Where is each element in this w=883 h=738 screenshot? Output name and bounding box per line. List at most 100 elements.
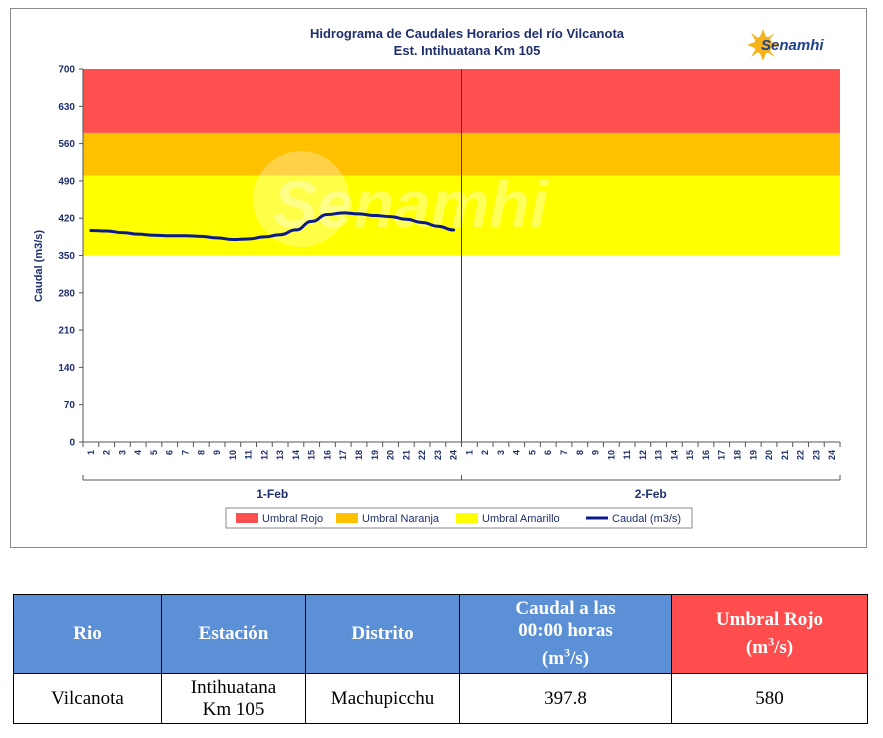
logo-text: Senamhi <box>761 37 824 54</box>
x-tick-label: 17 <box>338 450 348 460</box>
legend: Umbral Rojo Umbral Naranja Umbral Amarillo… <box>225 507 693 529</box>
cell-rio: Vilcanota <box>13 673 162 724</box>
x-tick-label: 24 <box>449 450 459 460</box>
x-tick-label: 17 <box>717 450 727 460</box>
x-tick-label: 19 <box>748 450 758 460</box>
x-tick-label: 7 <box>559 450 569 455</box>
x-tick-label: 9 <box>591 450 601 455</box>
x-tick-label: 22 <box>417 450 427 460</box>
x-tick-label: 7 <box>181 450 191 455</box>
y-tick-label: 420 <box>58 214 75 225</box>
x-tick-label: 8 <box>196 450 206 455</box>
header-caudal-line2: 00:00 horas <box>518 619 613 641</box>
x-tick-label: 15 <box>307 450 317 460</box>
y-tick-label: 70 <box>64 400 76 411</box>
y-tick-label: 490 <box>58 176 75 187</box>
x-tick-label: 18 <box>732 450 742 460</box>
x-tick-label: 6 <box>165 450 175 455</box>
legend-label-3: Caudal (m3/s) <box>612 513 681 525</box>
x-tick-label: 13 <box>275 450 285 460</box>
y-tick-label: 140 <box>58 363 75 374</box>
x-tick-label: 12 <box>259 450 269 460</box>
header-rio: Rio <box>13 594 162 674</box>
cell-umbral-rojo: 580 <box>671 673 868 724</box>
x-tick-label: 23 <box>811 450 821 460</box>
x-tick-label: 2 <box>480 450 490 455</box>
series-layer <box>89 211 456 242</box>
x-tick-label: 3 <box>496 450 506 455</box>
table-row: Vilcanota Intihuatana Km 105 Machupicchu… <box>13 673 868 724</box>
legend-swatch-2 <box>456 513 478 523</box>
legend-label-2: Umbral Amarillo <box>482 513 560 525</box>
watermark-text: Senamhi <box>273 167 550 241</box>
x-tick-label: 16 <box>701 450 711 460</box>
legend-label-1: Umbral Naranja <box>362 513 440 525</box>
x-tick-label: 21 <box>401 450 411 460</box>
header-caudal-line1: Caudal a las <box>515 597 616 619</box>
y-tick-label: 0 <box>69 438 75 449</box>
x-tick-label: 10 <box>606 450 616 460</box>
x-tick-label: 19 <box>370 450 380 460</box>
x-tick-label: 8 <box>575 450 585 455</box>
header-umbral-rojo: Umbral Rojo (m3/s) <box>671 594 868 674</box>
chart-subtitle: Est. Intihuatana Km 105 <box>394 43 541 58</box>
x-tick-label: 16 <box>322 450 332 460</box>
x-tick-label: 3 <box>117 450 127 455</box>
x-tick-label: 4 <box>512 450 522 455</box>
table-header-row: Rio Estación Distrito Caudal a las 00:00… <box>13 594 868 674</box>
x-tick-label: 18 <box>354 450 364 460</box>
x-tick-label: 21 <box>780 450 790 460</box>
x-tick-label: 13 <box>654 450 664 460</box>
x-tick-label: 1 <box>464 450 474 455</box>
x-day-label: 1-Feb <box>256 487 288 501</box>
x-axis: 1 2 3 4 5 6 7 8 9 10 11 12 13 14 15 16 17 18 19 20 21 22 23 241… <box>82 69 841 501</box>
header-umbral-line1: Umbral Rojo <box>715 608 824 630</box>
header-distrito: Distrito <box>305 594 460 674</box>
header-umbral-unit: (m3/s) <box>745 634 794 659</box>
y-tick-label: 280 <box>58 288 75 299</box>
y-tick-label: 560 <box>58 139 75 150</box>
x-tick-label: 12 <box>638 450 648 460</box>
x-tick-label: 24 <box>827 450 837 460</box>
x-tick-label: 10 <box>228 450 238 460</box>
x-day-label: 2-Feb <box>635 487 667 501</box>
header-estacion: Estación <box>161 594 306 674</box>
x-tick-label: 23 <box>433 450 443 460</box>
y-tick-label: 630 <box>58 102 75 113</box>
x-tick-label: 6 <box>543 450 553 455</box>
x-tick-label: 5 <box>527 450 537 455</box>
cell-estacion: Intihuatana Km 105 <box>161 673 306 724</box>
legend-swatch-1 <box>336 513 358 523</box>
chart-frame: Senamhi 0 70 140 210 280 350 420 490 560 630 700 1… <box>10 8 867 548</box>
x-tick-label: 4 <box>133 450 143 455</box>
header-caudal: Caudal a las 00:00 horas (m3/s) <box>459 594 672 674</box>
header-caudal-unit: (m3/s) <box>541 645 590 670</box>
watermark-sun-icon <box>253 151 349 247</box>
x-tick-label: 11 <box>622 450 632 460</box>
cell-caudal: 397.8 <box>459 673 672 724</box>
x-tick-label: 15 <box>685 450 695 460</box>
station-table: Rio Estación Distrito Caudal a las 00:00… <box>13 594 868 724</box>
x-tick-label: 1 <box>86 450 96 455</box>
y-tick-label: 700 <box>58 65 75 76</box>
x-tick-label: 11 <box>244 450 254 460</box>
y-tick-label: 210 <box>58 326 75 337</box>
series-line-caudal <box>89 211 456 242</box>
y-axis-label: Caudal (m3/s) <box>33 230 45 302</box>
x-tick-label: 14 <box>291 450 301 460</box>
y-axis: 0 70 140 210 280 350 420 490 560 630 700 <box>58 65 84 449</box>
x-tick-label: 2 <box>102 450 112 455</box>
x-tick-label: 14 <box>669 450 679 460</box>
senamhi-logo: Senamhi <box>747 29 824 61</box>
y-tick-label: 350 <box>58 251 75 262</box>
cell-distrito: Machupicchu <box>305 673 460 724</box>
sun-logo-icon <box>747 29 779 61</box>
x-tick-label: 20 <box>386 450 396 460</box>
legend-label-0: Umbral Rojo <box>262 513 323 525</box>
chart-title: Hidrograma de Caudales Horarios del río … <box>310 26 625 41</box>
x-tick-label: 22 <box>796 450 806 460</box>
x-tick-label: 9 <box>212 450 222 455</box>
x-tick-label: 5 <box>149 450 159 455</box>
legend-swatch-0 <box>236 513 258 523</box>
